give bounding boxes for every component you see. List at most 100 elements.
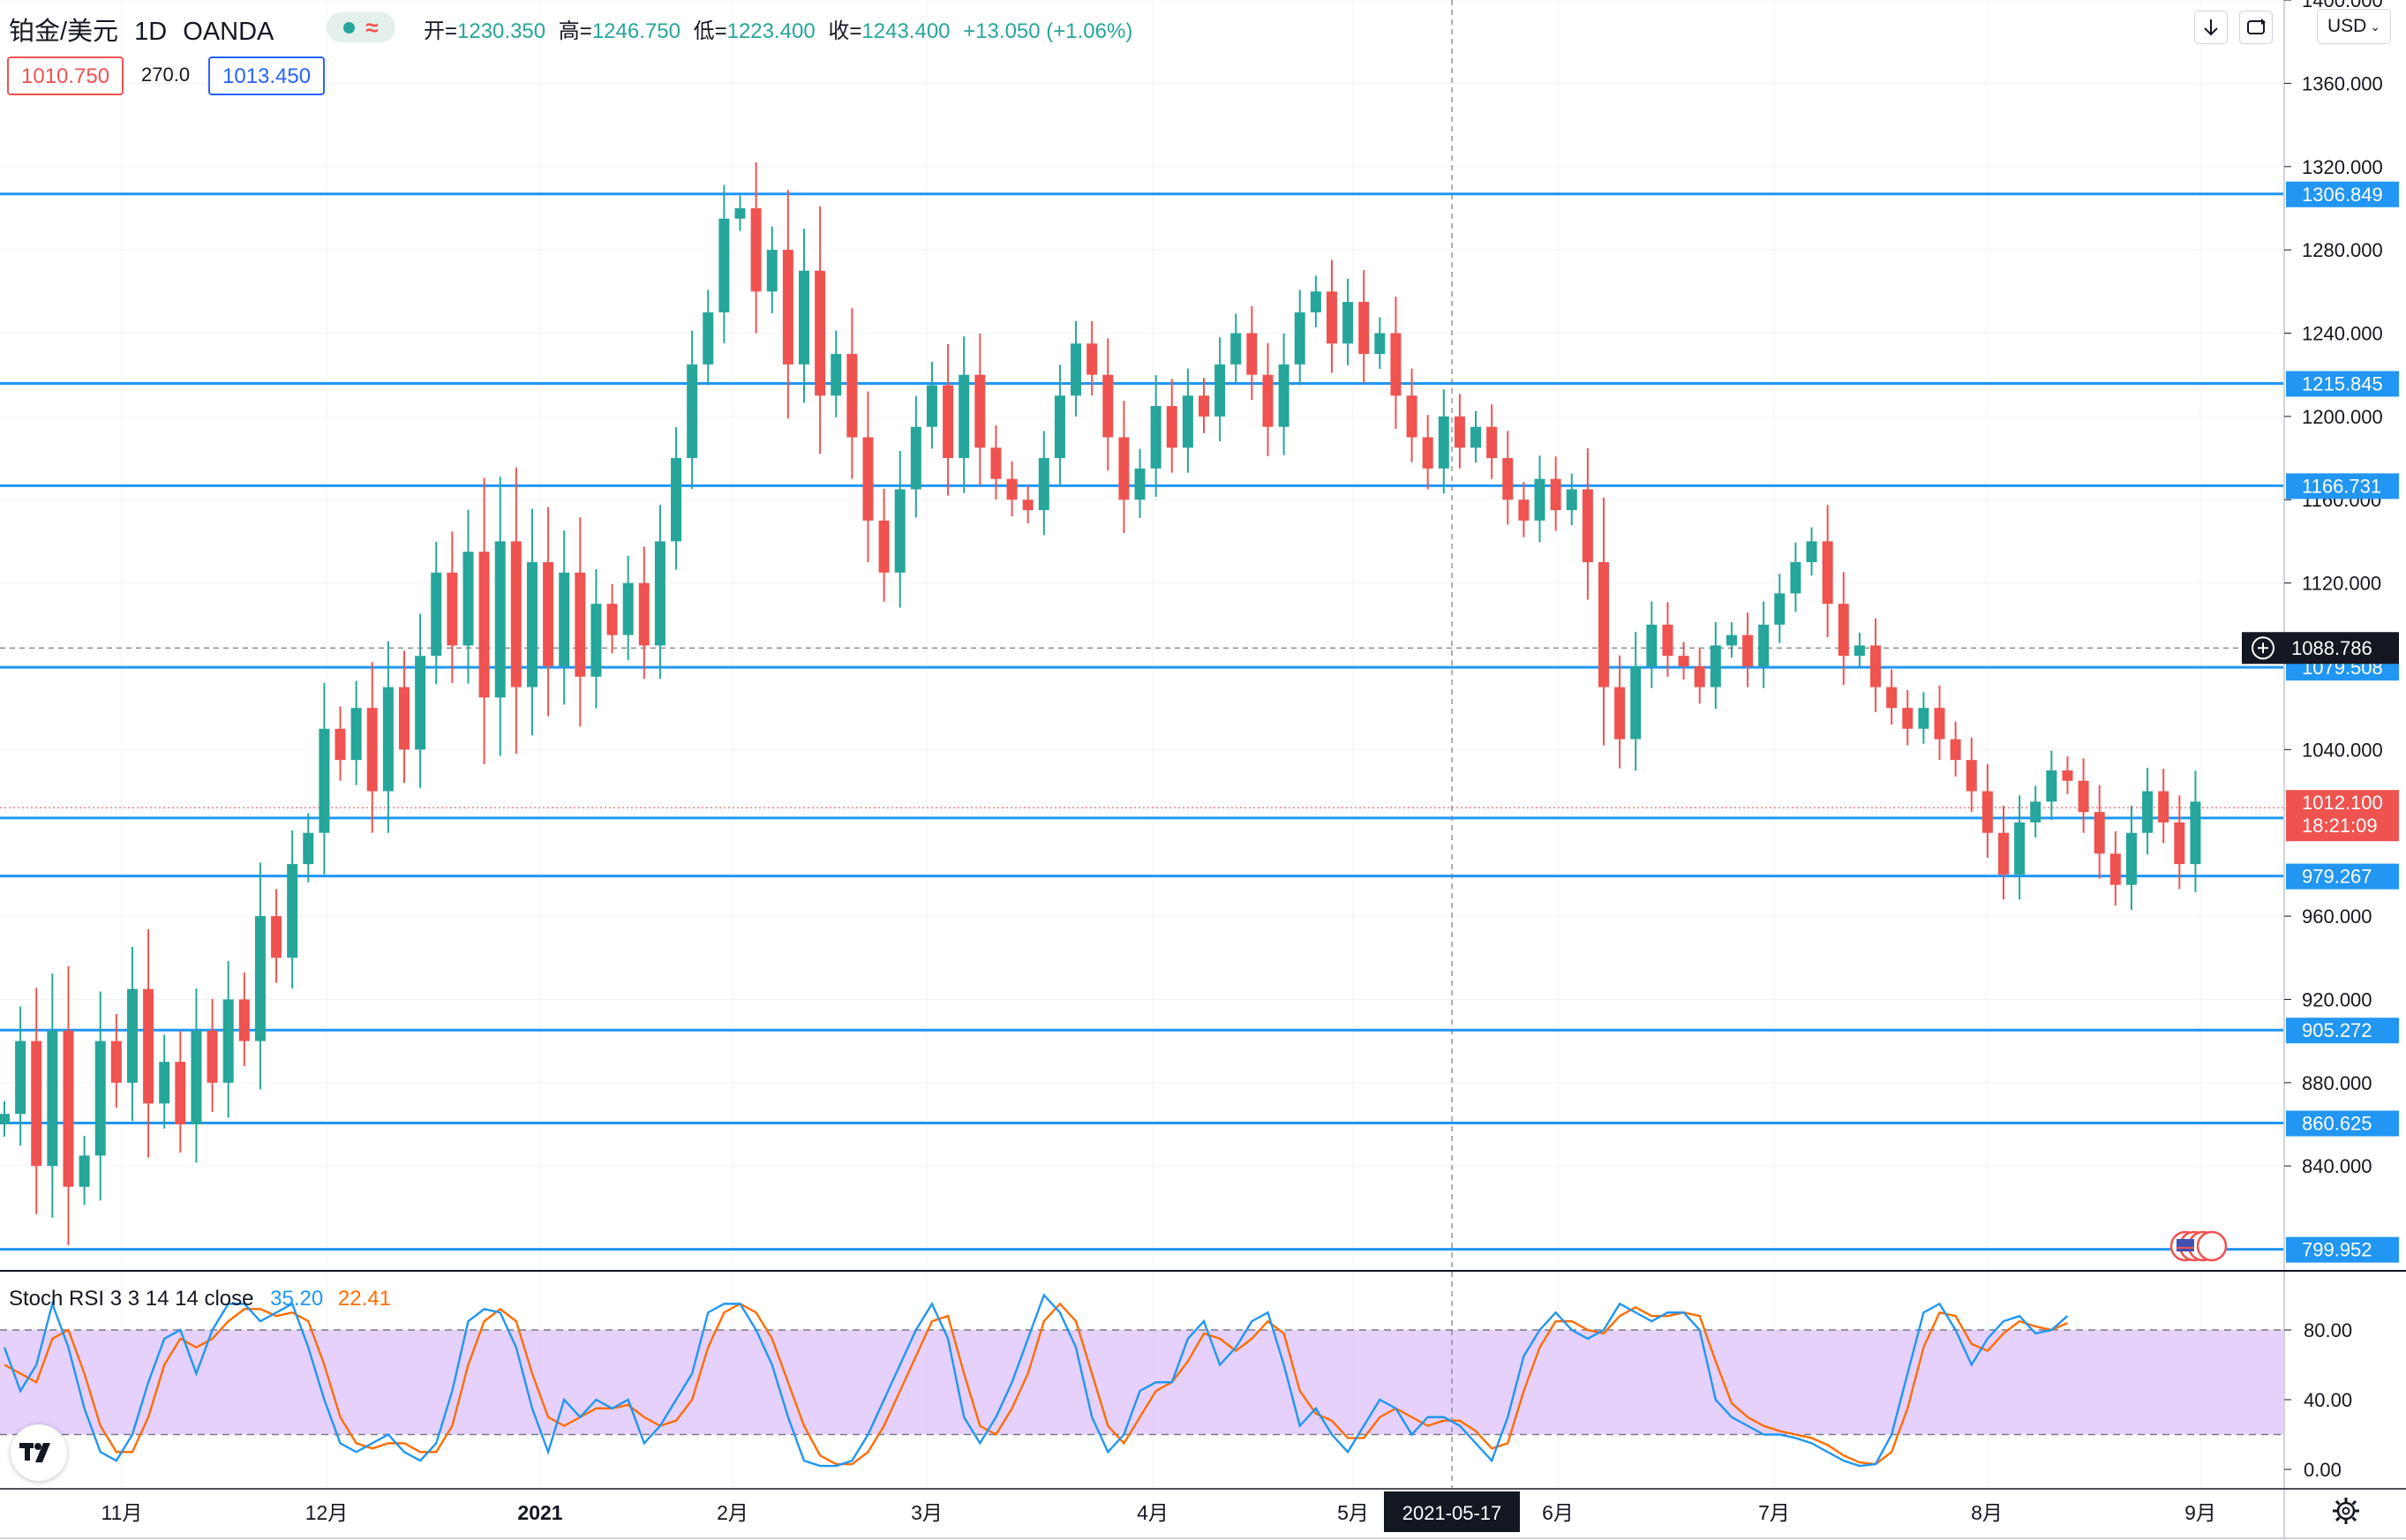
currency-label: USD [2327,16,2367,36]
price-tick-label: 1320.000 [2302,156,2383,178]
candle-body [399,687,410,750]
price-tick-label: 1200.000 [2302,406,2383,428]
settings-button[interactable] [2327,1491,2365,1530]
spread-value: 270.0 [141,64,191,86]
time-label: 2021 [517,1501,562,1524]
candle-body [1246,333,1258,375]
candle-body [2078,780,2089,813]
time-label: 11月 [102,1501,143,1524]
buy-button[interactable]: 1013.450 [208,56,326,95]
stoch-tick-label: 0.00 [2304,1459,2342,1481]
candle-body [1918,708,1929,729]
hline-price-tag [2286,473,2399,500]
crosshair-time-bg [1384,1491,1520,1532]
candle-body [1694,665,1705,687]
currency-select[interactable]: USD ⌄ [2317,9,2391,44]
low-value: 1223.400 [726,19,816,43]
candle-body [191,1030,202,1124]
candle-body [1054,395,1065,459]
candle-body [1502,458,1514,500]
candle-body [750,207,762,292]
candle-body [1422,437,1433,469]
price-tick-label: 840.000 [2302,1155,2372,1177]
stoch-rsi-lines [3,1293,2069,1468]
close-label: 收= [828,19,862,43]
interval-label[interactable]: 1D [134,18,168,46]
candle-body [1966,760,1977,792]
candle-body [1374,333,1386,355]
download-button[interactable] [2194,11,2228,44]
candle-body [94,1040,106,1156]
candle-body [15,1040,26,1115]
candle-body [2158,791,2169,823]
hline-price-label: 905.272 [2302,1019,2372,1041]
candle-body [1678,656,1689,666]
time-label: 6月 [1542,1501,1574,1524]
candle-body [47,1030,58,1167]
candle-body [79,1155,90,1187]
price-tick-label: 1240.000 [2302,323,2383,345]
candle-body [462,552,474,646]
current-price-tag [2286,790,2399,842]
stoch-legend[interactable]: Stoch RSI 3 3 14 14 close 35.20 22.41 [9,1287,391,1311]
crosshair-time-label: 2021-05-17 [1402,1502,1502,1524]
refresh-button[interactable] [2239,11,2273,44]
countdown-label: 18:21:09 [2302,815,2378,837]
candle-body [1199,395,1209,417]
market-status[interactable]: ≈ [327,12,395,42]
candle-body [1486,426,1498,459]
candle-body [31,1040,42,1167]
candle-body [2046,770,2057,802]
price-labels: 1306.8491215.8451166.7311079.5081007.158… [2169,181,2399,1263]
candle-body [1294,312,1305,364]
candle-body [766,250,778,292]
candle-body [1454,416,1465,448]
candle-body [2062,770,2073,781]
candle-body [1342,302,1354,344]
candle-body [319,728,330,833]
hline-price-label: 799.952 [2302,1239,2372,1261]
candle-body [1853,645,1865,657]
symbol-name[interactable]: 铂金/美元 [9,18,119,46]
candle-body [207,1030,218,1083]
time-label: 8月 [1971,1501,2003,1524]
candle-body [2174,822,2185,865]
tradingview-logo[interactable] [11,1424,67,1481]
close-value: 1243.400 [861,19,951,43]
candle-body [894,489,906,573]
symbol-title[interactable]: 铂金/美元 1D OANDA [9,11,274,48]
time-label: 3月 [911,1501,943,1524]
candle-body [1214,364,1226,417]
candle-body [974,374,986,448]
candle-body [1742,635,1754,666]
candle-body [815,270,826,396]
grid [0,0,2284,1488]
candle-body [350,708,362,761]
candle-body [494,541,506,698]
price-axis-bg [2284,0,2406,1540]
price-tick-label: 1360.000 [2302,72,2383,94]
plus-circle-icon [2252,636,2274,660]
candle-body [1406,395,1417,438]
stoch-d-value: 22.41 [337,1287,391,1311]
candle-body [1262,374,1274,427]
stoch-band [0,1329,2284,1436]
hline-price-tag [2286,863,2399,890]
horizontal-lines[interactable] [0,0,2284,1488]
candle-body [1998,832,2009,875]
candle-body [1822,541,1833,605]
candle-body [687,364,698,459]
candle-body [510,541,522,687]
candle-body [254,916,266,1041]
tradingview-logo-icon [19,1443,50,1462]
candle-body [1534,478,1545,521]
sell-button[interactable]: 1010.750 [7,56,124,95]
stoch-d-line [4,1302,2068,1466]
candle-body [271,916,282,958]
candle-body [1710,645,1721,687]
price-tick-label: 920.000 [2302,988,2372,1010]
candle-body [431,572,442,657]
candle-body [734,207,746,219]
